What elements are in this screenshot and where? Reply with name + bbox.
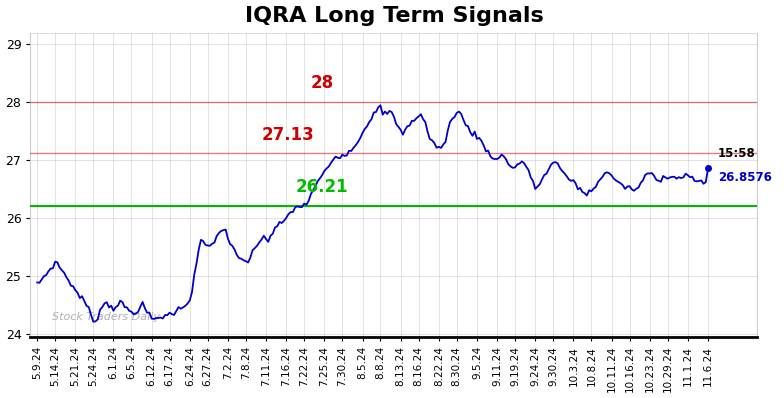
- Title: IQRA Long Term Signals: IQRA Long Term Signals: [245, 6, 543, 25]
- Text: 26.8576: 26.8576: [718, 171, 772, 184]
- Text: Stock Traders Daily: Stock Traders Daily: [53, 312, 160, 322]
- Text: 15:58: 15:58: [718, 147, 756, 160]
- Text: 26.21: 26.21: [296, 178, 348, 196]
- Text: 27.13: 27.13: [262, 126, 315, 144]
- Text: 28: 28: [310, 74, 334, 92]
